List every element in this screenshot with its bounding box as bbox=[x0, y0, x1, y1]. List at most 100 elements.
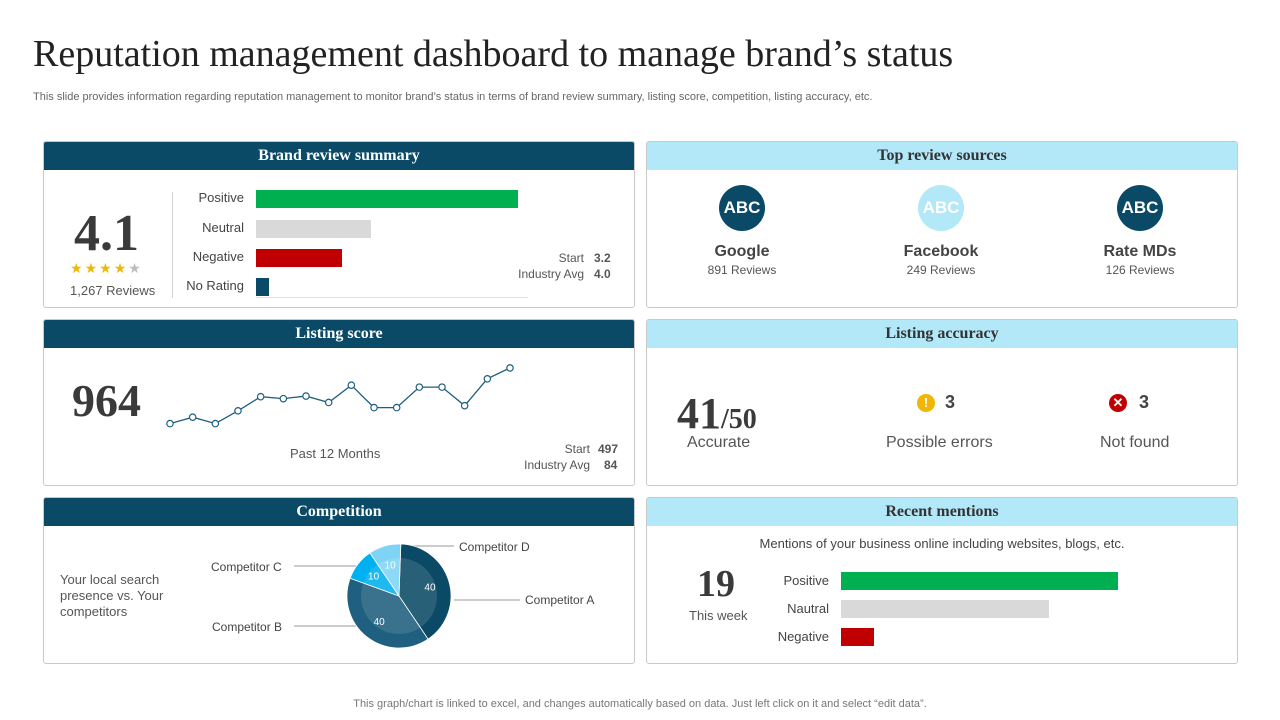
star-empty-icon: ★ bbox=[128, 260, 143, 276]
possible-errors-count: 3 bbox=[945, 392, 956, 412]
sparkline-point bbox=[506, 364, 514, 372]
bar-label-neutral: Nautral bbox=[787, 601, 829, 616]
sparkline-point bbox=[483, 374, 492, 383]
source-facebook: ABC Facebook 249 Reviews bbox=[856, 185, 1026, 277]
source-google: ABC Google 891 Reviews bbox=[657, 185, 827, 277]
listing-accuracy-panel: Listing accuracy 41/50 Accurate ! 3 Poss… bbox=[646, 319, 1238, 486]
pie-inner-ring bbox=[361, 558, 437, 634]
listing-score-sparkline bbox=[166, 364, 514, 428]
star-icon: ★ bbox=[113, 260, 129, 276]
accurate-score: 41/50 bbox=[677, 388, 757, 439]
competition-pie-chart: 40 40 10 10 bbox=[346, 543, 452, 649]
sparkline-point bbox=[324, 398, 333, 407]
source-name: Google bbox=[714, 243, 770, 260]
bar-neutral bbox=[841, 600, 1049, 618]
bar-neutral bbox=[256, 220, 371, 238]
listing-score-panel: Listing score 964 Past 12 Months Start 4… bbox=[43, 319, 635, 486]
start-label: Start bbox=[558, 251, 584, 265]
brand-review-title: Brand review summary bbox=[44, 142, 634, 170]
top-review-sources-title: Top review sources bbox=[647, 142, 1237, 170]
footer-note: This graph/chart is linked to excel, and… bbox=[353, 698, 927, 710]
bar-negative bbox=[256, 249, 342, 267]
accurate-total: /50 bbox=[721, 404, 757, 435]
accurate-value: 41 bbox=[677, 389, 721, 438]
sparkline-path bbox=[169, 367, 511, 425]
sparkline-point bbox=[415, 383, 424, 391]
pie-value-label: 40 bbox=[424, 583, 436, 594]
not-found-count: 3 bbox=[1139, 392, 1150, 412]
sparkline-point bbox=[460, 401, 469, 410]
pie-slice-competitor-d bbox=[369, 543, 402, 598]
competition-panel: Competition Your local search presence v… bbox=[43, 497, 635, 664]
source-count: 891 Reviews bbox=[707, 263, 777, 277]
recent-mentions-panel: Recent mentions Mentions of your busines… bbox=[646, 497, 1238, 664]
sparkline-point bbox=[211, 419, 220, 428]
bar-label-positive: Positive bbox=[198, 190, 244, 205]
not-found-label: Not found bbox=[1100, 434, 1170, 451]
label-competitor-c: Competitor C bbox=[211, 560, 282, 574]
label-competitor-a: Competitor A bbox=[525, 593, 595, 607]
bar-positive bbox=[256, 190, 518, 208]
warning-icon: ! bbox=[917, 394, 935, 412]
industry-avg-label: Industry Avg bbox=[518, 267, 584, 281]
label-competitor-b: Competitor B bbox=[212, 620, 283, 634]
brand-review-panel: Brand review summary 4.1 ★★★★★ 1,267 Rev… bbox=[43, 141, 635, 308]
star-icon: ★ bbox=[99, 260, 114, 276]
recent-mentions-title: Recent mentions bbox=[647, 498, 1237, 526]
source-name: Facebook bbox=[903, 243, 979, 260]
start-value: 3.2 bbox=[594, 251, 611, 265]
sparkline-point bbox=[234, 406, 242, 415]
bar-label-neutral: Neutral bbox=[202, 220, 244, 235]
sparkline-point bbox=[188, 413, 197, 422]
sparkline-point bbox=[392, 403, 401, 412]
page-subtitle: This slide provides information regardin… bbox=[33, 91, 873, 103]
source-count: 126 Reviews bbox=[1105, 263, 1175, 277]
divider bbox=[172, 192, 173, 298]
sparkline-point bbox=[347, 381, 356, 390]
mentions-count: 19 bbox=[697, 563, 735, 605]
error-x-icon: ✕ bbox=[1109, 394, 1127, 412]
bar-no-rating bbox=[256, 278, 269, 296]
possible-errors-label: Possible errors bbox=[886, 434, 993, 451]
pie-value-label: 10 bbox=[385, 561, 397, 572]
bar-label-negative: Negative bbox=[777, 629, 829, 644]
reviews-count: 1,267 Reviews bbox=[70, 283, 156, 298]
mentions-period: This week bbox=[689, 608, 748, 623]
sparkline-point bbox=[438, 383, 446, 391]
industry-avg-value: 84 bbox=[604, 458, 618, 472]
listing-score-value: 964 bbox=[72, 375, 141, 426]
sparkline-point bbox=[279, 394, 288, 403]
industry-avg-label: Industry Avg bbox=[524, 458, 590, 472]
sparkline-point bbox=[256, 392, 265, 401]
rating-stars: ★★★★★ bbox=[70, 260, 143, 277]
start-value: 497 bbox=[598, 442, 619, 456]
source-logo: ABC bbox=[719, 185, 765, 231]
accurate-label: Accurate bbox=[687, 434, 751, 451]
rating-value: 4.1 bbox=[74, 205, 139, 262]
sparkline-point bbox=[302, 392, 310, 400]
listing-accuracy-title: Listing accuracy bbox=[647, 320, 1237, 348]
bar-label-negative: Negative bbox=[192, 249, 244, 264]
pie-slice-competitor-a bbox=[398, 543, 452, 640]
listing-score-caption: Past 12 Months bbox=[290, 446, 381, 461]
label-competitor-d: Competitor D bbox=[459, 540, 530, 554]
recent-mentions-description: Mentions of your business online includi… bbox=[759, 536, 1125, 551]
bar-label-no-rating: No Rating bbox=[186, 278, 244, 293]
pie-value-label: 10 bbox=[368, 572, 380, 583]
competition-description: Your local search presence vs. Your comp… bbox=[60, 572, 164, 619]
industry-avg-value: 4.0 bbox=[594, 267, 611, 281]
sparkline-point bbox=[370, 403, 378, 412]
page-title: Reputation management dashboard to manag… bbox=[33, 33, 954, 75]
bar-label-positive: Positive bbox=[783, 573, 829, 588]
source-count: 249 Reviews bbox=[906, 263, 976, 277]
source-logo: ABC bbox=[1117, 185, 1163, 231]
divider bbox=[256, 297, 528, 298]
pie-slice-competitor-b bbox=[346, 577, 429, 649]
star-icon: ★ bbox=[84, 260, 100, 276]
listing-score-title: Listing score bbox=[44, 320, 634, 348]
start-label: Start bbox=[564, 442, 590, 456]
source-name: Rate MDs bbox=[1103, 243, 1177, 260]
bar-positive bbox=[841, 572, 1118, 590]
competition-title: Competition bbox=[44, 498, 634, 526]
top-review-sources-panel: Top review sources ABC Google 891 Review… bbox=[646, 141, 1238, 308]
